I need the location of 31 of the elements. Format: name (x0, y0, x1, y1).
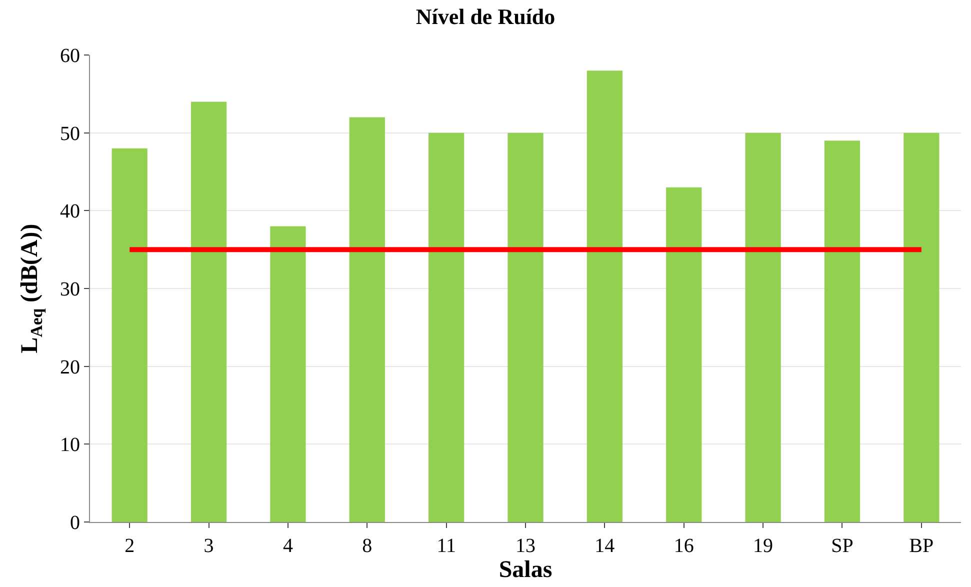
x-tick-label: 8 (362, 535, 372, 557)
y-tick-label: 60 (60, 45, 80, 67)
x-tick-label: 4 (282, 535, 293, 557)
x-tick-label: 2 (124, 535, 135, 557)
y-tick-label: 30 (60, 278, 80, 300)
x-tick-label: BP (909, 535, 934, 557)
x-tick-label: 11 (436, 535, 456, 557)
x-tick-label: 3 (204, 535, 214, 557)
y-tick-label: 40 (60, 200, 80, 223)
bar (904, 132, 940, 522)
x-axis-title: Salas (498, 557, 552, 583)
y-tick-label: 20 (60, 356, 80, 378)
bar (349, 117, 385, 522)
bar (745, 132, 781, 522)
bar (428, 132, 464, 522)
x-tick-label: SP (831, 535, 854, 557)
bar (666, 187, 702, 522)
x-tick-label: 19 (753, 535, 774, 557)
x-tick-label: 16 (674, 535, 694, 557)
chart-title: Nível de Ruído (416, 4, 556, 30)
bar (824, 140, 860, 522)
bar (190, 102, 227, 522)
x-tick-label: 14 (594, 535, 615, 557)
y-tick-label: 0 (70, 512, 80, 534)
y-tick-label: 50 (60, 122, 80, 145)
bar (270, 226, 306, 522)
y-tick-label: 10 (60, 434, 80, 456)
x-tick-label: 13 (516, 535, 536, 557)
bar (508, 132, 544, 522)
bar (586, 70, 622, 522)
bar (112, 148, 148, 522)
